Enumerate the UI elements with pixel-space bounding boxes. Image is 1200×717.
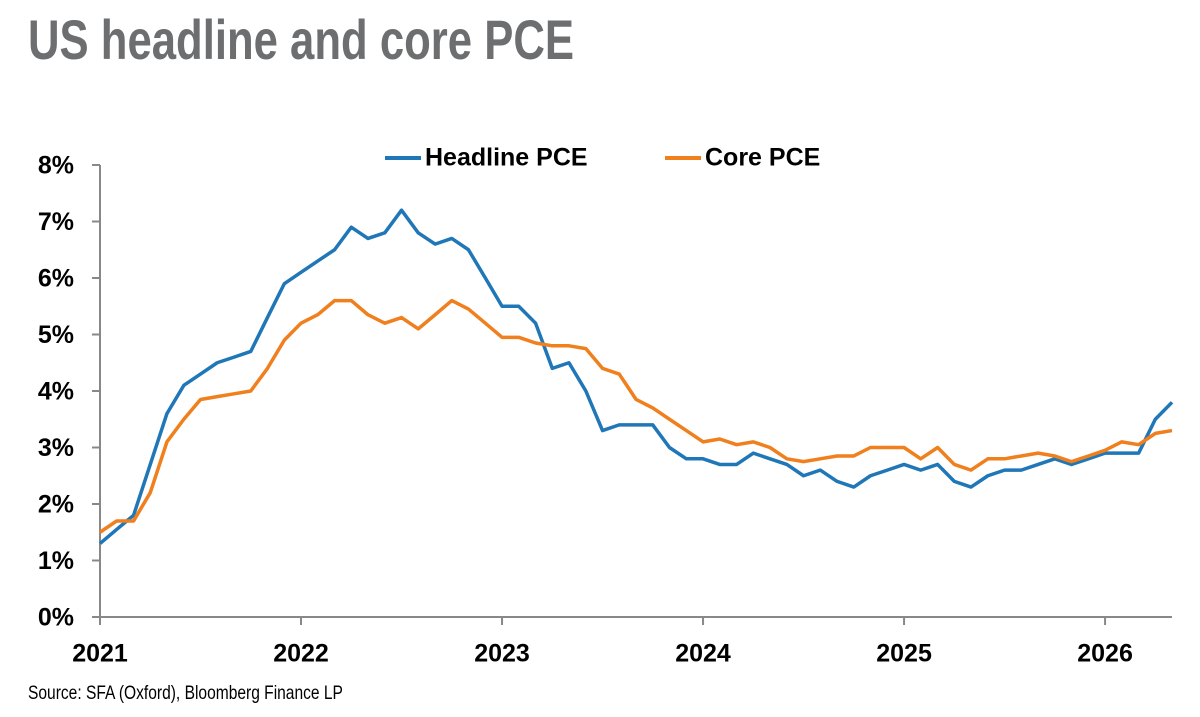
y-tick-label: 0% (38, 604, 74, 632)
x-tick-label: 2022 (273, 640, 329, 668)
y-tick-label: 3% (38, 434, 74, 462)
x-tick-label: 2023 (474, 640, 530, 668)
x-tick-label: 2026 (1077, 640, 1133, 668)
chart-title: US headline and core PCE (28, 9, 574, 71)
x-tick-label: 2021 (72, 640, 128, 668)
legend-label: Headline PCE (425, 144, 588, 172)
series-line (99, 298, 1173, 534)
x-tick-label: 2025 (876, 640, 932, 668)
x-tick-label: 2024 (675, 640, 731, 668)
y-tick-label: 1% (38, 547, 74, 575)
y-tick-label: 4% (38, 378, 74, 406)
y-tick-label: 2% (38, 491, 74, 519)
y-tick-label: 5% (38, 321, 74, 349)
y-tick-label: 6% (38, 265, 74, 293)
source-note: Source: SFA (Oxford), Bloomberg Finance … (28, 682, 343, 704)
y-tick-label: 8% (38, 152, 74, 180)
series-line (98, 208, 1174, 545)
y-tick-label: 7% (38, 208, 74, 236)
legend-label: Core PCE (705, 144, 820, 172)
